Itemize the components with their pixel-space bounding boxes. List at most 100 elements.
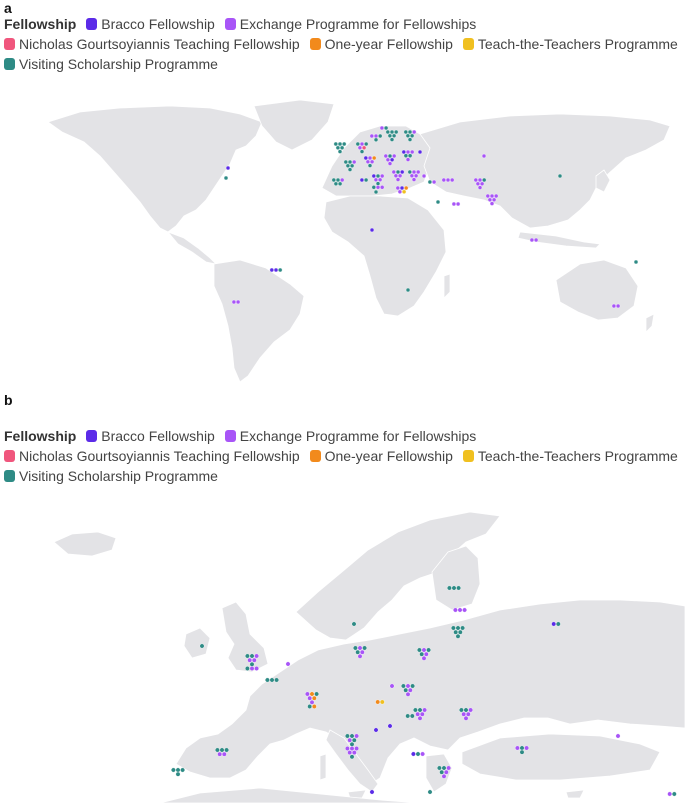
marker-visiting[interactable] <box>367 163 373 168</box>
marker-visiting[interactable] <box>439 769 445 775</box>
marker-exchange[interactable] <box>524 745 529 751</box>
marker-visiting[interactable] <box>407 153 413 158</box>
marker-visiting[interactable] <box>371 185 376 190</box>
marker-bracco[interactable] <box>359 177 365 183</box>
legend-item-exchange[interactable]: Exchange Programme for Fellowships <box>224 14 476 34</box>
marker-visiting[interactable] <box>416 647 422 653</box>
marker-visiting[interactable] <box>403 153 409 158</box>
marker-bracco[interactable] <box>369 789 375 795</box>
marker-visiting[interactable] <box>458 707 464 713</box>
marker-exchange[interactable] <box>367 155 373 161</box>
marker-exchange[interactable] <box>409 173 415 179</box>
marker-visiting[interactable] <box>407 137 413 142</box>
marker-visiting[interactable] <box>337 141 343 147</box>
marker-exchange[interactable] <box>285 661 291 667</box>
marker-exchange[interactable] <box>254 666 260 671</box>
marker-exchange[interactable] <box>465 711 471 717</box>
marker-exchange[interactable] <box>462 607 467 613</box>
marker-exchange[interactable] <box>397 189 403 195</box>
marker-exchange[interactable] <box>347 750 353 755</box>
marker-visiting[interactable] <box>395 169 401 175</box>
marker-exchange[interactable] <box>405 683 411 689</box>
marker-visiting[interactable] <box>383 125 389 131</box>
marker-exchange[interactable] <box>481 153 487 159</box>
marker-exchange[interactable] <box>533 237 539 243</box>
marker-bracco[interactable] <box>371 173 376 179</box>
marker-exchange[interactable] <box>304 691 310 697</box>
marker-exchange[interactable] <box>375 185 381 190</box>
marker-exchange[interactable] <box>235 299 241 305</box>
marker-visiting[interactable] <box>347 159 353 165</box>
marker-exchange[interactable] <box>377 177 383 183</box>
marker-exchange[interactable] <box>446 765 451 771</box>
marker-visiting[interactable] <box>407 129 413 135</box>
marker-visiting[interactable] <box>224 747 230 753</box>
marker-visiting[interactable] <box>364 141 369 147</box>
marker-visiting[interactable] <box>394 129 399 135</box>
marker-visiting[interactable] <box>244 653 250 659</box>
marker-exchange[interactable] <box>359 141 365 147</box>
marker-visiting[interactable] <box>455 625 461 631</box>
marker-bracco[interactable] <box>417 149 423 155</box>
marker-visiting[interactable] <box>343 159 348 165</box>
marker-exchange[interactable] <box>667 791 673 797</box>
marker-exchange[interactable] <box>475 181 481 187</box>
legend-item-bracco[interactable]: Bracco Fellowship <box>86 426 215 446</box>
marker-visiting[interactable] <box>180 767 186 773</box>
marker-visiting[interactable] <box>405 287 411 293</box>
marker-bracco[interactable] <box>389 157 395 163</box>
marker-exchange[interactable] <box>357 145 363 150</box>
marker-bracco[interactable] <box>387 723 393 729</box>
marker-exchange[interactable] <box>615 303 621 309</box>
marker-visiting[interactable] <box>335 177 341 183</box>
marker-visiting[interactable] <box>175 767 181 773</box>
marker-visiting[interactable] <box>482 177 487 183</box>
marker-oneyear[interactable] <box>311 695 317 701</box>
marker-exchange[interactable] <box>415 711 421 717</box>
marker-visiting[interactable] <box>362 645 367 651</box>
marker-exchange[interactable] <box>373 133 379 139</box>
marker-visiting[interactable] <box>314 691 319 697</box>
marker-exchange[interactable] <box>389 683 395 689</box>
marker-visiting[interactable] <box>342 141 347 147</box>
marker-bracco[interactable] <box>400 169 405 175</box>
marker-visiting[interactable] <box>405 713 411 719</box>
marker-visiting[interactable] <box>363 177 369 183</box>
marker-exchange[interactable] <box>411 169 417 175</box>
marker-bracco[interactable] <box>399 185 405 191</box>
marker-visiting[interactable] <box>403 687 409 693</box>
marker-visiting[interactable] <box>351 621 357 627</box>
marker-visiting[interactable] <box>519 749 525 755</box>
marker-exchange[interactable] <box>423 651 429 657</box>
marker-exchange[interactable] <box>416 169 421 175</box>
marker-exchange[interactable] <box>422 707 427 713</box>
marker-exchange[interactable] <box>487 197 493 203</box>
marker-exchange[interactable] <box>369 159 375 165</box>
marker-visiting[interactable] <box>219 747 225 753</box>
marker-visiting[interactable] <box>337 149 343 154</box>
marker-exchange[interactable] <box>461 711 467 717</box>
marker-exchange[interactable] <box>419 711 425 717</box>
marker-visiting[interactable] <box>199 643 205 649</box>
marker-visiting[interactable] <box>407 169 412 175</box>
marker-visiting[interactable] <box>403 129 408 135</box>
marker-visiting[interactable] <box>378 133 383 139</box>
marker-exchange[interactable] <box>489 201 495 206</box>
marker-exchange[interactable] <box>485 193 490 199</box>
marker-visiting[interactable] <box>387 153 393 159</box>
marker-exchange[interactable] <box>445 177 451 183</box>
marker-exchange[interactable] <box>420 751 425 757</box>
marker-visiting[interactable] <box>269 677 275 683</box>
marker-visiting[interactable] <box>223 175 229 181</box>
marker-bracco[interactable] <box>373 727 379 733</box>
marker-visiting[interactable] <box>405 133 411 138</box>
marker-exchange[interactable] <box>412 129 417 135</box>
marker-visiting[interactable] <box>349 163 355 169</box>
marker-exchange[interactable] <box>411 177 417 182</box>
marker-exchange[interactable] <box>380 173 385 179</box>
marker-exchange[interactable] <box>410 149 415 155</box>
marker-visiting[interactable] <box>344 733 350 739</box>
marker-exchange[interactable] <box>254 653 260 659</box>
legend-item-gourtsoyiannis[interactable]: Nicholas Gourtsoyiannis Teaching Fellows… <box>4 446 300 466</box>
marker-oneyear[interactable] <box>309 691 315 697</box>
